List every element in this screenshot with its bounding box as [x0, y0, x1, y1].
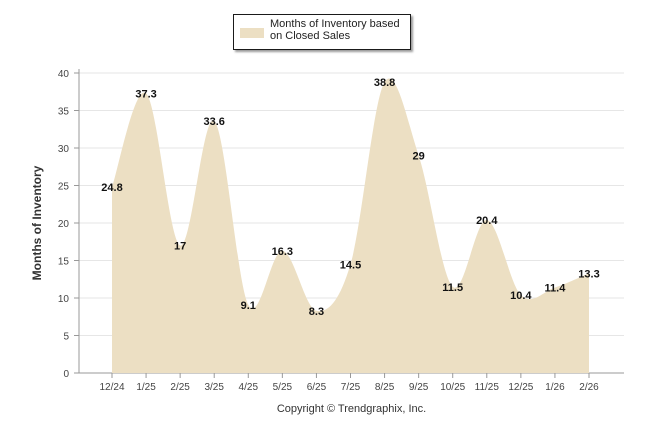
legend-swatch: [240, 28, 264, 38]
x-tick-label: 4/25: [239, 382, 259, 393]
y-tick-label: 40: [58, 69, 70, 80]
x-tick-label: 12/25: [508, 382, 533, 393]
x-tick-label: 7/25: [341, 382, 361, 393]
copyright-text: Copyright © Trendgraphix, Inc.: [276, 403, 427, 415]
x-tick-label: 5/25: [273, 382, 293, 393]
data-label: 9.1: [241, 300, 256, 312]
legend[interactable]: Months of Inventory based on Closed Sale…: [233, 14, 411, 50]
x-tick-label: 1/26: [545, 382, 565, 393]
x-tick-label: 9/25: [409, 382, 429, 393]
data-label: 29: [413, 151, 425, 163]
data-label: 20.4: [476, 215, 498, 227]
y-tick-label: 30: [58, 144, 70, 155]
y-tick-label: 5: [63, 332, 69, 343]
data-label: 10.4: [510, 290, 532, 302]
y-tick-label: 0: [63, 369, 69, 380]
x-tick-label: 1/25: [136, 382, 156, 393]
x-tick-label: 6/25: [307, 382, 327, 393]
y-tick-label: 10: [58, 294, 70, 305]
y-tick-label: 35: [58, 107, 70, 118]
y-axis-label: Months of Inventory: [30, 165, 44, 280]
data-label: 11.4: [545, 283, 567, 295]
data-label: 13.3: [578, 268, 599, 280]
y-tick-label: 25: [58, 182, 70, 193]
data-area: [112, 78, 589, 373]
y-tick-label: 15: [58, 257, 70, 268]
x-tick-label: 2/26: [579, 382, 599, 393]
data-label: 14.5: [340, 259, 361, 271]
tick-labels: 0 5 10 15 20 25 30 35 40 12/24 1/25 2/25 3/25 4/25 5/2…: [58, 69, 599, 393]
x-tick-label: 2/25: [170, 382, 190, 393]
legend-label: Months of Inventory based on Closed Sale…: [270, 18, 400, 42]
data-label: 8.3: [309, 306, 324, 318]
x-tick-label: 10/25: [440, 382, 465, 393]
data-label: 11.5: [442, 282, 463, 294]
x-tick-label: 8/25: [375, 382, 395, 393]
data-labels: 24.8 37.3 17 33.6 9.1 16.3 8.3 14.5 38.8 29 11.5 20…: [101, 77, 599, 318]
data-label: 24.8: [101, 182, 122, 194]
data-label: 16.3: [272, 246, 293, 258]
data-label: 33.6: [204, 116, 225, 128]
data-label: 37.3: [135, 88, 156, 100]
x-tick-label: 11/25: [475, 382, 500, 393]
data-label: 17: [174, 241, 186, 253]
series-area: [112, 78, 589, 373]
data-label: 38.8: [374, 77, 395, 89]
y-tick-label: 20: [58, 219, 70, 230]
x-tick-label: 3/25: [204, 382, 224, 393]
x-tick-label: 12/24: [99, 382, 124, 393]
